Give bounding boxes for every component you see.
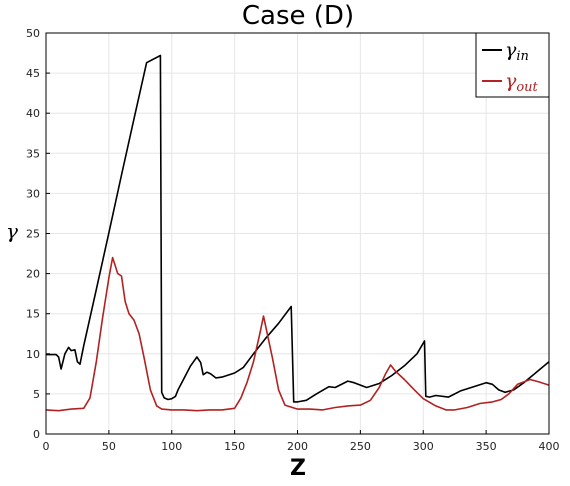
x-tick-label: 100 [161,440,182,453]
y-tick-label: 45 [26,67,40,80]
legend: γin γout [475,32,550,98]
y-tick-label: 15 [26,308,40,321]
x-tick-label: 400 [539,440,560,453]
y-tick-label: 30 [26,187,40,200]
y-tick-label: 0 [33,428,40,441]
y-tick-label: 35 [26,147,40,160]
y-axis-label: γ [6,219,18,243]
x-tick-label: 200 [287,440,308,453]
legend-box [475,32,550,98]
legend-entry-label: γout [505,70,539,95]
series-lines [45,54,550,412]
y-tick-label: 20 [26,268,40,281]
y-tick-label: 5 [33,388,40,401]
series-line-1 [45,256,550,412]
x-tick-label: 150 [224,440,245,453]
x-axis-label: Z [290,456,306,481]
y-tick-label: 25 [26,228,40,241]
y-tick-label: 40 [26,107,40,120]
x-tick-label: 50 [102,440,116,453]
series-line-0 [46,54,550,403]
y-tick-label: 50 [26,27,40,40]
chart-title: Case (D) [242,1,354,31]
y-tick-label: 10 [26,348,40,361]
x-tick-label: 250 [350,440,371,453]
legend-entry-label: γin [505,39,529,64]
x-tick-label: 300 [413,440,434,453]
grid-lines [45,32,550,435]
x-tick-label: 350 [476,440,497,453]
tick-labels: 0 50 100 150 200 250 300 350 400 0 5 10 15 20 25 30 35 40… [26,27,560,453]
x-tick-label: 0 [43,440,50,453]
